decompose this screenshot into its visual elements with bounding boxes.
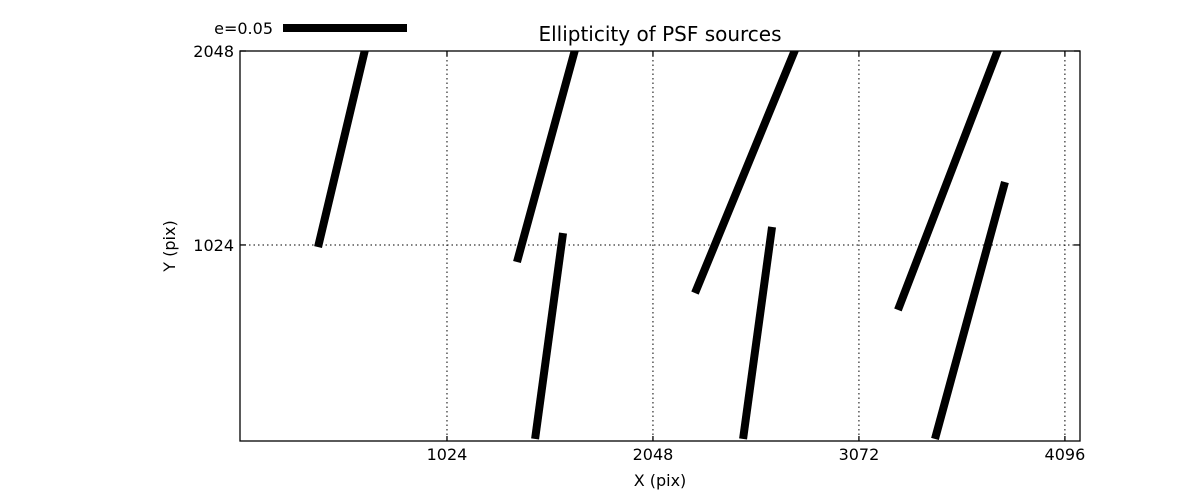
plot-area-border [239, 50, 1081, 442]
legend: e=0.05 [214, 19, 407, 38]
legend-whisker-sample [283, 24, 407, 32]
whisker-segment-4 [691, 51, 799, 295]
y-axis-label: Y (pix) [160, 220, 179, 272]
chart-title: Ellipticity of PSF sources [538, 22, 781, 46]
axis-tick-marks [240, 50, 1080, 441]
y-tick-label-2048: 2048 [193, 42, 234, 61]
x-tick-label-2048: 2048 [633, 445, 674, 464]
whisker-segment-5 [739, 226, 777, 440]
whisker-segment-1 [314, 51, 369, 248]
y-tick-label-1024: 1024 [193, 236, 234, 255]
whisker-segment-2 [513, 51, 579, 264]
x-tick-label-1024: 1024 [427, 445, 468, 464]
legend-label: e=0.05 [214, 19, 273, 38]
x-tick-label-4096: 4096 [1045, 445, 1086, 464]
x-tick-labels: 1024 2048 3072 4096 [427, 445, 1086, 464]
y-tick-labels: 1024 2048 [193, 42, 234, 255]
whisker-segments [314, 51, 1009, 440]
whisker-segment-6 [894, 51, 1002, 312]
whisker-segment-3 [531, 232, 568, 440]
whisker-segment-7 [931, 181, 1009, 440]
x-axis-label: X (pix) [634, 471, 687, 490]
x-tick-label-3072: 3072 [839, 445, 880, 464]
